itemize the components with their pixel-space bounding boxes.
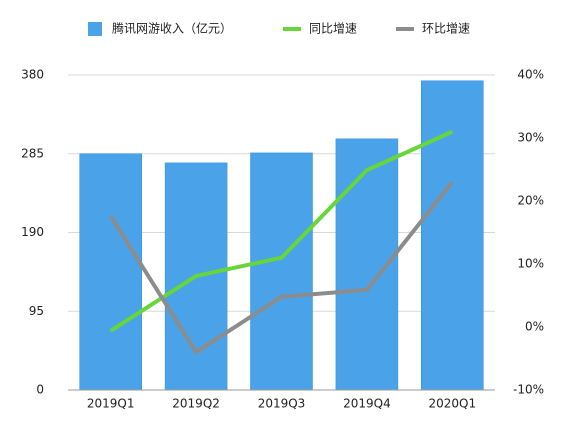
x-tick-label: 2019Q2 bbox=[172, 397, 220, 411]
bar bbox=[421, 80, 484, 391]
x-tick-label: 2019Q1 bbox=[87, 397, 135, 411]
line bbox=[109, 129, 454, 333]
x-tick-label: 2019Q3 bbox=[258, 397, 306, 411]
y2-tick-label: 20% bbox=[517, 194, 544, 208]
legend-swatch bbox=[88, 22, 102, 36]
legend-label: 同比增速 bbox=[309, 22, 357, 36]
y2-tick-label: 0% bbox=[525, 320, 544, 334]
y-tick-label: 95 bbox=[29, 304, 44, 318]
line bbox=[109, 180, 454, 355]
bar bbox=[250, 152, 313, 391]
y-tick-label: 380 bbox=[21, 68, 44, 82]
x-tick-label: 2019Q4 bbox=[343, 397, 391, 411]
y-tick-label: 285 bbox=[21, 146, 44, 160]
legend-label: 腾讯网游收入（亿元） bbox=[112, 21, 232, 36]
legend-label: 环比增速 bbox=[422, 22, 470, 36]
x-tick-label: 2020Q1 bbox=[428, 397, 476, 411]
y2-tick-label: 10% bbox=[517, 257, 544, 271]
y2-tick-label: 30% bbox=[517, 131, 544, 145]
y-tick-label: 0 bbox=[36, 383, 44, 397]
y2-tick-label: 40% bbox=[517, 68, 544, 82]
y2-tick-label: -10% bbox=[513, 383, 544, 397]
y-tick-label: 190 bbox=[21, 225, 44, 239]
bar bbox=[79, 153, 142, 391]
